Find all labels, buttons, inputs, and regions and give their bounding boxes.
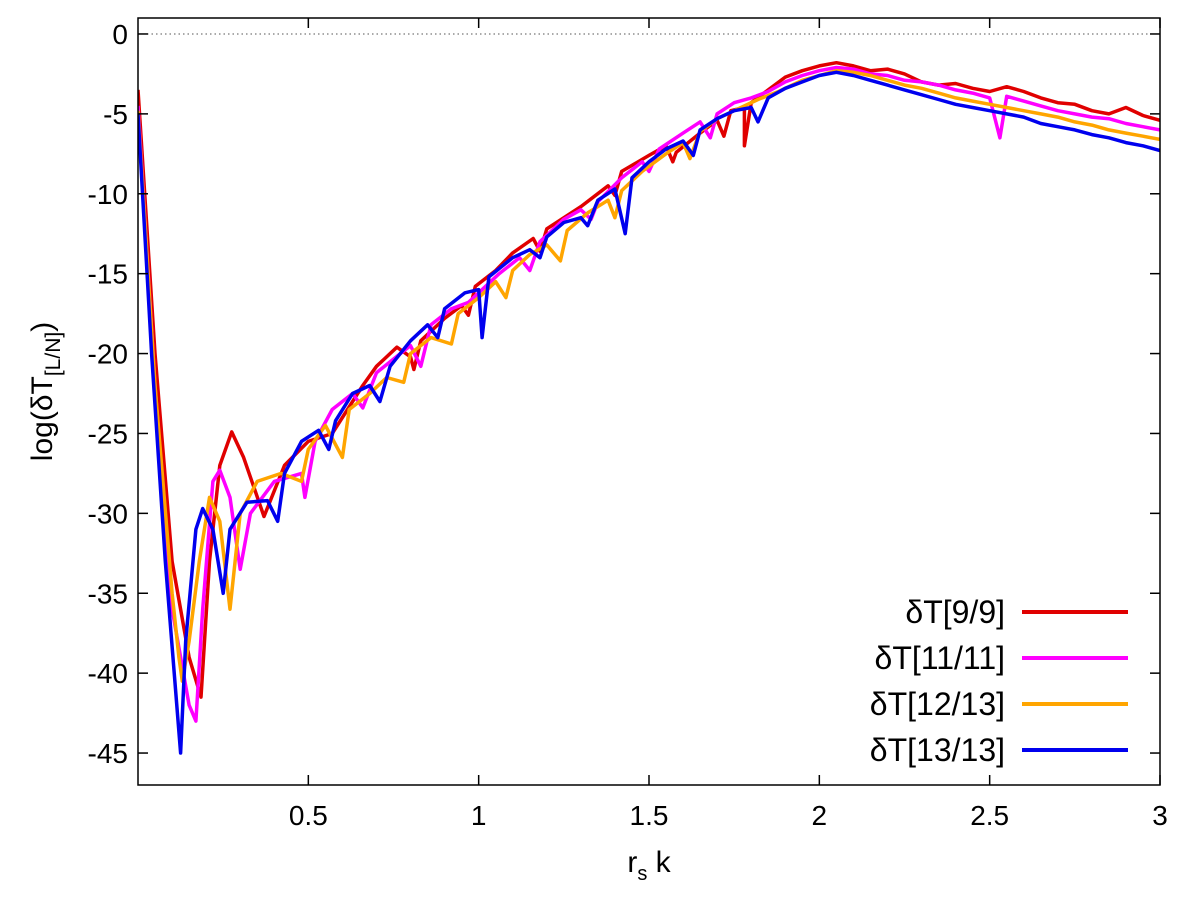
x-axis-label: rs k [627, 846, 671, 885]
y-tick-label: 0 [112, 19, 128, 50]
series-line-4 [138, 70, 1160, 755]
y-axis-label: log(δT[L/N]) [26, 322, 65, 461]
y-tick-label: -10 [88, 179, 128, 210]
legend-label-4: δT[13/13] [870, 732, 1005, 768]
y-tick-label: -25 [88, 418, 128, 449]
series-line-3 [138, 68, 1160, 683]
y-tick-label: -45 [88, 738, 128, 769]
x-tick-label: 3 [1152, 800, 1168, 831]
y-tick-label: -15 [88, 259, 128, 290]
y-tick-label: -40 [88, 658, 128, 689]
y-tick-label: -30 [88, 498, 128, 529]
x-tick-label: 2.5 [970, 800, 1009, 831]
y-tick-label: -5 [103, 99, 128, 130]
y-tick-label: -35 [88, 578, 128, 609]
x-tick-label: 0.5 [289, 800, 328, 831]
y-tick-label: -20 [88, 339, 128, 370]
legend: δT[9/9] δT[11/11] δT[12/13] δT[13/13] [870, 594, 1128, 768]
legend-label-1: δT[9/9] [905, 594, 1005, 630]
axes: 0.5 1 1.5 2 2.5 3 0 -5 -10 -15 -20 -25 -30 -35 -40 -45 [88, 17, 1168, 831]
x-tick-label: 2 [812, 800, 828, 831]
x-tick-label: 1 [471, 800, 487, 831]
plot-frame [137, 17, 1161, 786]
legend-label-2: δT[11/11] [875, 640, 1005, 676]
legend-label-3: δT[12/13] [870, 686, 1005, 722]
x-tick-label: 1.5 [630, 800, 669, 831]
plot-area [138, 33, 1160, 755]
series-line-1 [138, 60, 1160, 699]
